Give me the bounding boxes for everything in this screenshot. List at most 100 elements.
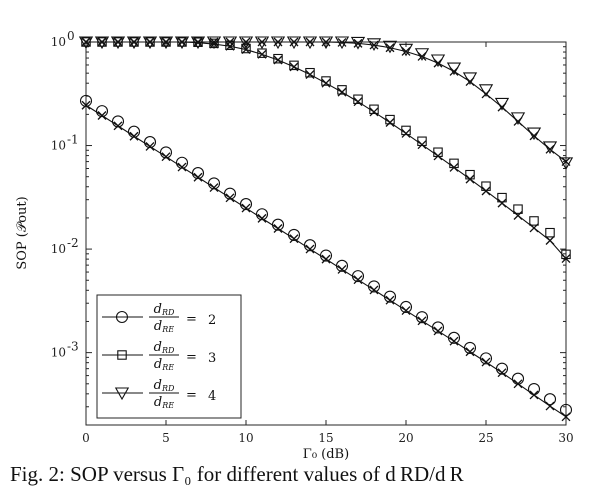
- data-point: [206, 36, 222, 50]
- data-point: [337, 85, 347, 95]
- sim-point: [497, 198, 507, 208]
- data-point: [367, 280, 381, 293]
- x-tick-label: 5: [162, 431, 170, 445]
- sim-point-stroke: [161, 152, 171, 162]
- sim-point-stroke: [241, 203, 251, 213]
- sim-point: [545, 236, 555, 245]
- sim-point: [129, 131, 139, 141]
- y-tick-label: 10: [51, 346, 66, 360]
- sim-point-stroke: [497, 198, 507, 208]
- data-point: [366, 38, 382, 51]
- data-point: [273, 53, 283, 64]
- sim-point: [529, 131, 539, 141]
- sim-point: [177, 162, 187, 172]
- sim-point-stroke: [369, 107, 379, 117]
- sim-point: [369, 40, 379, 50]
- sim-point: [305, 244, 315, 254]
- sim-point: [385, 118, 395, 127]
- data-point: [497, 192, 507, 203]
- data-point: [254, 36, 270, 50]
- legend-equals: =: [186, 388, 197, 403]
- data-point: [159, 146, 173, 159]
- sim-point: [385, 43, 395, 53]
- data-point: [289, 60, 299, 71]
- sim-point: [257, 37, 267, 47]
- sim-point-stroke: [193, 37, 203, 47]
- data-point: [545, 227, 555, 238]
- sim-point: [97, 111, 107, 120]
- sim-point: [225, 37, 235, 47]
- figure-caption: Fig. 2: SOP versus Γ₀ for different valu…: [10, 462, 464, 486]
- data-point: [117, 350, 127, 360]
- sim-point-stroke: [417, 52, 427, 61]
- data-point: [431, 321, 445, 334]
- sim-point: [369, 285, 379, 295]
- data-point: [223, 187, 237, 200]
- sim-point: [385, 295, 395, 305]
- data-point: [334, 36, 350, 50]
- sim-point-stroke: [481, 186, 491, 196]
- data-point: [401, 125, 411, 136]
- x-tick-label: 20: [398, 431, 413, 445]
- sim-point: [337, 37, 347, 47]
- legend-denominator-sub: RE: [161, 401, 174, 410]
- x-tick-label: 0: [82, 431, 90, 445]
- data-point: [399, 300, 413, 314]
- x-tick-label: 25: [478, 431, 493, 445]
- sim-point: [433, 326, 443, 336]
- data-point: [111, 115, 125, 128]
- data-point: [174, 36, 190, 50]
- data-point: [94, 36, 110, 50]
- sim-point: [321, 37, 331, 47]
- data-point: [255, 208, 269, 221]
- sim-point-stroke: [145, 37, 155, 47]
- sim-point-stroke: [257, 37, 267, 47]
- sim-point: [497, 368, 507, 378]
- data-point: [446, 62, 462, 76]
- data-point: [335, 259, 349, 272]
- sim-point: [337, 87, 347, 97]
- data-point: [114, 387, 130, 401]
- y-tick-exponent: -3: [67, 340, 79, 354]
- sim-point: [417, 52, 427, 61]
- data-point: [513, 204, 523, 214]
- sim-point: [337, 264, 347, 274]
- data-point: [303, 239, 317, 252]
- y-tick-base: 10: [51, 346, 66, 360]
- data-point: [542, 141, 558, 155]
- sim-point-stroke: [81, 37, 91, 47]
- sim-point: [289, 37, 299, 47]
- data-point: [127, 125, 141, 138]
- sim-point-stroke: [401, 47, 411, 56]
- sim-point: [545, 401, 555, 411]
- sim-point-stroke: [417, 316, 427, 326]
- sim-point-stroke: [353, 38, 363, 48]
- sim-point: [449, 336, 459, 346]
- sim-point: [481, 357, 491, 367]
- sim-point-stroke: [545, 236, 555, 245]
- data-point: [415, 311, 429, 324]
- sim-point-stroke: [241, 37, 251, 47]
- data-point: [319, 249, 333, 262]
- data-point: [190, 36, 206, 50]
- sim-point-stroke: [353, 97, 363, 107]
- sim-point-stroke: [433, 326, 443, 336]
- data-point: [158, 36, 174, 50]
- legend-numerator-sub: RD: [161, 346, 175, 355]
- data-point: [478, 84, 494, 97]
- y-tick-label: 10: [51, 35, 66, 49]
- sim-point-stroke: [161, 37, 171, 47]
- sim-point: [225, 193, 235, 203]
- sim-point: [209, 39, 219, 49]
- legend-denominator-sub: RE: [161, 363, 174, 372]
- sim-point-stroke: [497, 368, 507, 378]
- legend-value: 4: [208, 389, 216, 404]
- data-point: [110, 36, 126, 50]
- sim-point: [401, 47, 411, 56]
- sim-point-stroke: [385, 295, 395, 305]
- sim-point: [465, 347, 475, 357]
- y-tick-base: 10: [51, 242, 66, 256]
- sim-point: [241, 203, 251, 213]
